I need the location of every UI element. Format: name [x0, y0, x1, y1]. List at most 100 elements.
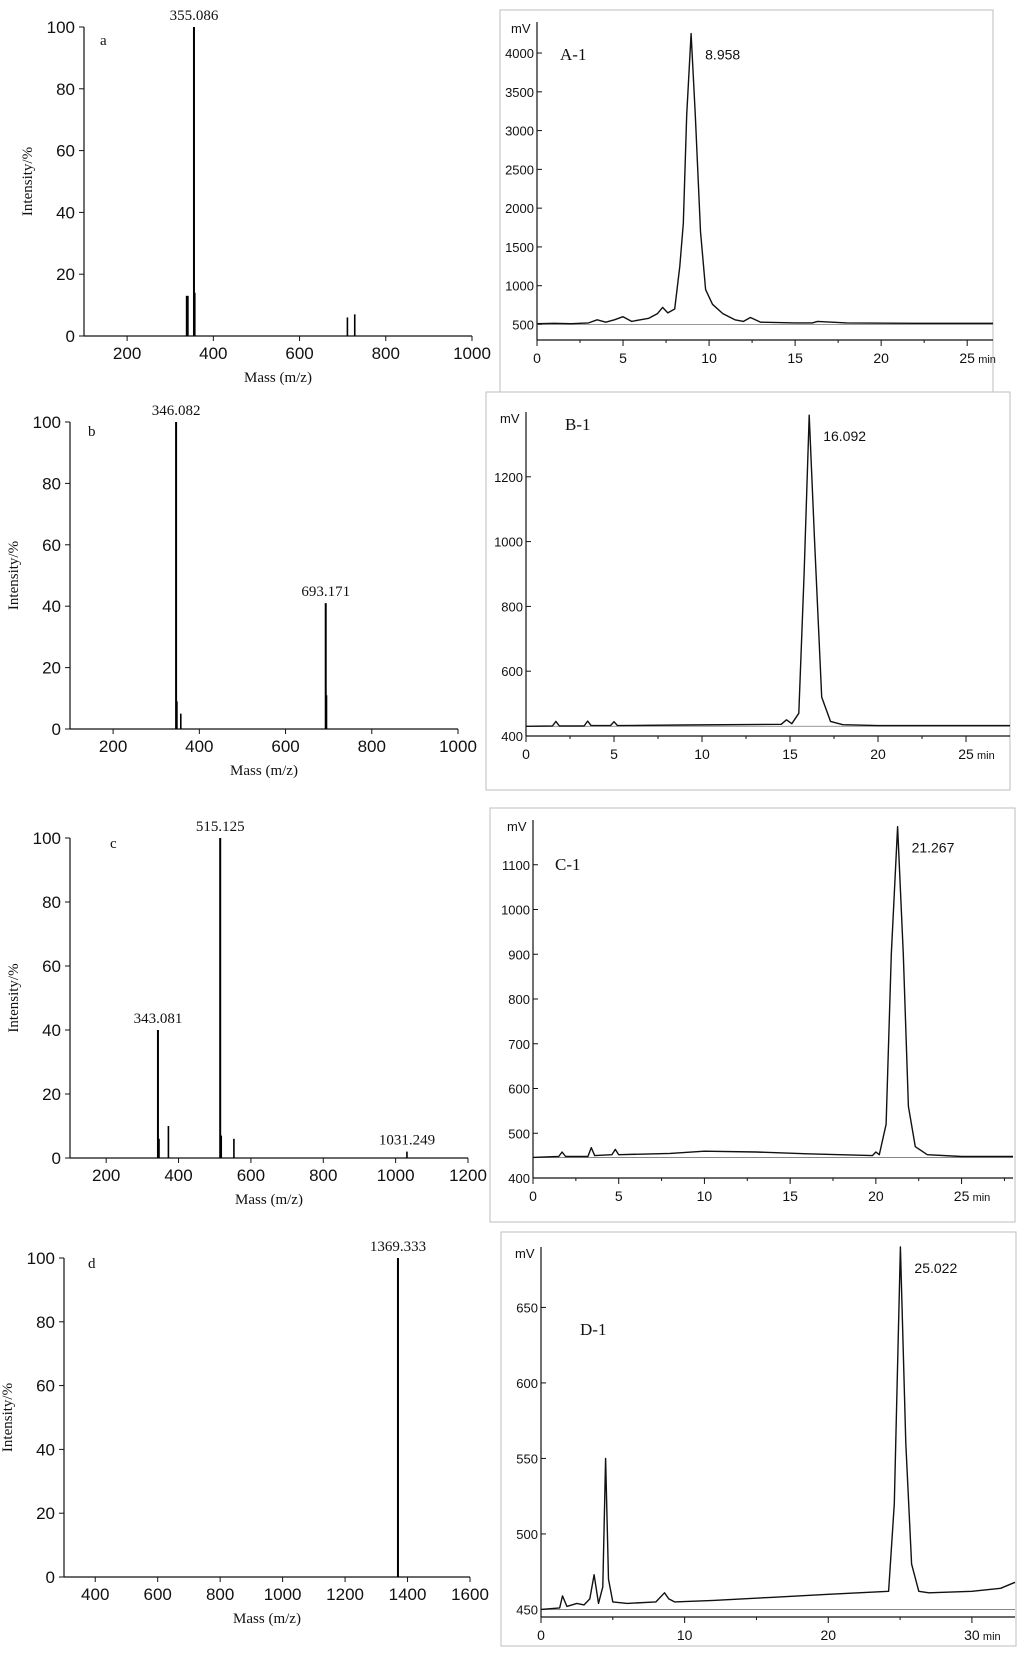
peak-label-c-0: 343.081	[134, 1011, 183, 1027]
y-tick-label-c-20: 20	[42, 1085, 61, 1104]
y-axis-label-a: Intensity/%	[20, 147, 36, 216]
y-tick-label-c-0: 0	[52, 1149, 61, 1168]
frame-a-1	[499, 9, 994, 393]
x-unit-d-1: min	[983, 1631, 1001, 1643]
y-tick-label-c-1-600: 600	[508, 1082, 530, 1097]
x-axis-label-c: Mass (m/z)	[235, 1192, 303, 1208]
y-tick-label-b-20: 20	[42, 659, 61, 678]
x-tick-label-d-1-10: 10	[677, 1627, 693, 1643]
y-tick-label-b-1-1200: 1200	[494, 470, 523, 485]
x-tick-label-c-1200: 1200	[449, 1166, 487, 1185]
panel-label-c-1: C-1	[555, 855, 581, 874]
panel-label-a-1: A-1	[560, 45, 586, 64]
y-tick-label-d-1-500: 500	[516, 1527, 538, 1542]
panel-label-b-1: B-1	[565, 415, 591, 434]
x-tick-label-a-1-25: 25	[959, 350, 975, 366]
panel-d-1: 450 500 550 600 650 0 10 20 30 min mV 25.022 D-1	[500, 1231, 1017, 1647]
x-unit-a-1: min	[978, 354, 996, 366]
y-tick-label-d-60: 60	[36, 1377, 55, 1396]
y-tick-label-d-0: 0	[46, 1568, 55, 1587]
trace-b-1	[525, 414, 1010, 727]
x-tick-label-c-1-20: 20	[868, 1188, 884, 1204]
y-tick-label-a-80: 80	[56, 80, 75, 99]
x-tick-label-b-1000: 1000	[439, 737, 477, 756]
x-tick-label-a-1-5: 5	[619, 350, 627, 366]
y-tick-label-b-1-1000: 1000	[494, 535, 523, 550]
panel-letter-a: a	[100, 33, 107, 49]
x-tick-label-a-1-20: 20	[873, 350, 889, 366]
y-tick-label-c-1-800: 800	[508, 992, 530, 1007]
x-axis-label-b: Mass (m/z)	[230, 763, 298, 779]
y-tick-label-b-60: 60	[42, 536, 61, 555]
y-tick-label-a-20: 20	[56, 265, 75, 284]
y-tick-label-c-80: 80	[42, 893, 61, 912]
x-tick-label-a-1000: 1000	[453, 344, 491, 363]
y-tick-label-c-1-1000: 1000	[501, 903, 530, 918]
y-tick-label-d-40: 40	[36, 1440, 55, 1459]
trace-a-1	[536, 32, 993, 325]
peak-label-a-2: 355.086	[170, 8, 219, 24]
peak-label-c-1: 21.267	[912, 840, 955, 856]
y-unit-b-1: mV	[500, 411, 520, 426]
y-tick-label-c-1-500: 500	[508, 1126, 530, 1141]
x-tick-label-d-1-30: 30	[964, 1627, 980, 1643]
y-tick-label-c-60: 60	[42, 957, 61, 976]
panel-b-1: 400 600 800 1000 1200 0 5 10 15 20 25 min mV 16.092 B-…	[485, 391, 1011, 791]
trace-c-1	[532, 826, 1013, 1159]
x-tick-label-c-600: 600	[237, 1166, 265, 1185]
y-unit-a-1: mV	[511, 21, 531, 36]
x-tick-label-c-1-5: 5	[615, 1188, 623, 1204]
peak-label-b-1: 16.092	[823, 428, 866, 444]
y-tick-label-d-100: 100	[27, 1249, 55, 1268]
x-tick-label-a-400: 400	[199, 344, 227, 363]
x-tick-label-b-1-25: 25	[958, 746, 974, 762]
panel-a-1: 500 1000 1500 2000 2500 3000 3500 4000 0 5 10 15 20 2…	[499, 9, 996, 393]
panel-d: 0 20 40 60 80 100 400 600 800 1000 1200 1400 1600 136…	[0, 1239, 489, 1627]
y-axis-label-d: Intensity/%	[0, 1383, 16, 1452]
x-tick-label-b-600: 600	[271, 737, 299, 756]
x-tick-label-c-200: 200	[92, 1166, 120, 1185]
y-tick-label-d-1-600: 600	[516, 1376, 538, 1391]
y-tick-label-c-1-900: 900	[508, 947, 530, 962]
y-tick-label-a-1-3500: 3500	[505, 85, 534, 100]
frame-d-1	[500, 1231, 1017, 1647]
panel-a: 0 20 40 60 80 100 200 400 600 800 1000 355.086 a Mass…	[20, 8, 491, 386]
y-tick-label-d-80: 80	[36, 1313, 55, 1332]
y-tick-label-c-1-1100: 1100	[502, 858, 530, 873]
x-tick-label-b-1-15: 15	[782, 746, 798, 762]
peak-label-d-0: 1369.333	[370, 1239, 426, 1255]
x-tick-label-b-1-5: 5	[610, 746, 618, 762]
peak-label-b-0: 346.082	[152, 403, 201, 419]
y-tick-label-a-1-1500: 1500	[505, 240, 534, 255]
panel-letter-b: b	[88, 424, 96, 440]
x-tick-label-a-200: 200	[113, 344, 141, 363]
peak-label-c-6: 1031.249	[379, 1133, 435, 1149]
x-tick-label-b-1-10: 10	[694, 746, 710, 762]
y-unit-c-1: mV	[507, 819, 527, 834]
y-tick-label-b-1-800: 800	[501, 599, 523, 614]
x-axis-label-a: Mass (m/z)	[244, 370, 312, 386]
y-tick-label-a-1-1000: 1000	[505, 279, 534, 294]
x-tick-label-d-1600: 1600	[451, 1585, 489, 1604]
x-tick-label-d-600: 600	[144, 1585, 172, 1604]
y-tick-label-b-1-400: 400	[501, 729, 523, 744]
peak-label-a-1: 8.958	[705, 47, 740, 63]
x-unit-b-1: min	[977, 750, 995, 762]
peak-label-b-3: 693.171	[301, 584, 350, 600]
x-unit-c-1: min	[973, 1192, 991, 1204]
panel-b: 0 20 40 60 80 100 200 400 600 800 1000 346.082 693.1…	[6, 403, 477, 779]
x-tick-label-d-1400: 1400	[389, 1585, 427, 1604]
y-tick-label-a-60: 60	[56, 142, 75, 161]
x-tick-label-a-800: 800	[372, 344, 400, 363]
frame-c-1	[489, 807, 1016, 1223]
y-tick-label-b-40: 40	[42, 597, 61, 616]
y-tick-label-a-40: 40	[56, 203, 75, 222]
trace-d-1	[540, 1246, 1016, 1611]
x-tick-label-b-800: 800	[358, 737, 386, 756]
x-tick-label-a-1-0: 0	[533, 350, 541, 366]
x-tick-label-d-400: 400	[81, 1585, 109, 1604]
y-tick-label-a-1-4000: 4000	[505, 46, 534, 61]
y-tick-label-d-20: 20	[36, 1504, 55, 1523]
